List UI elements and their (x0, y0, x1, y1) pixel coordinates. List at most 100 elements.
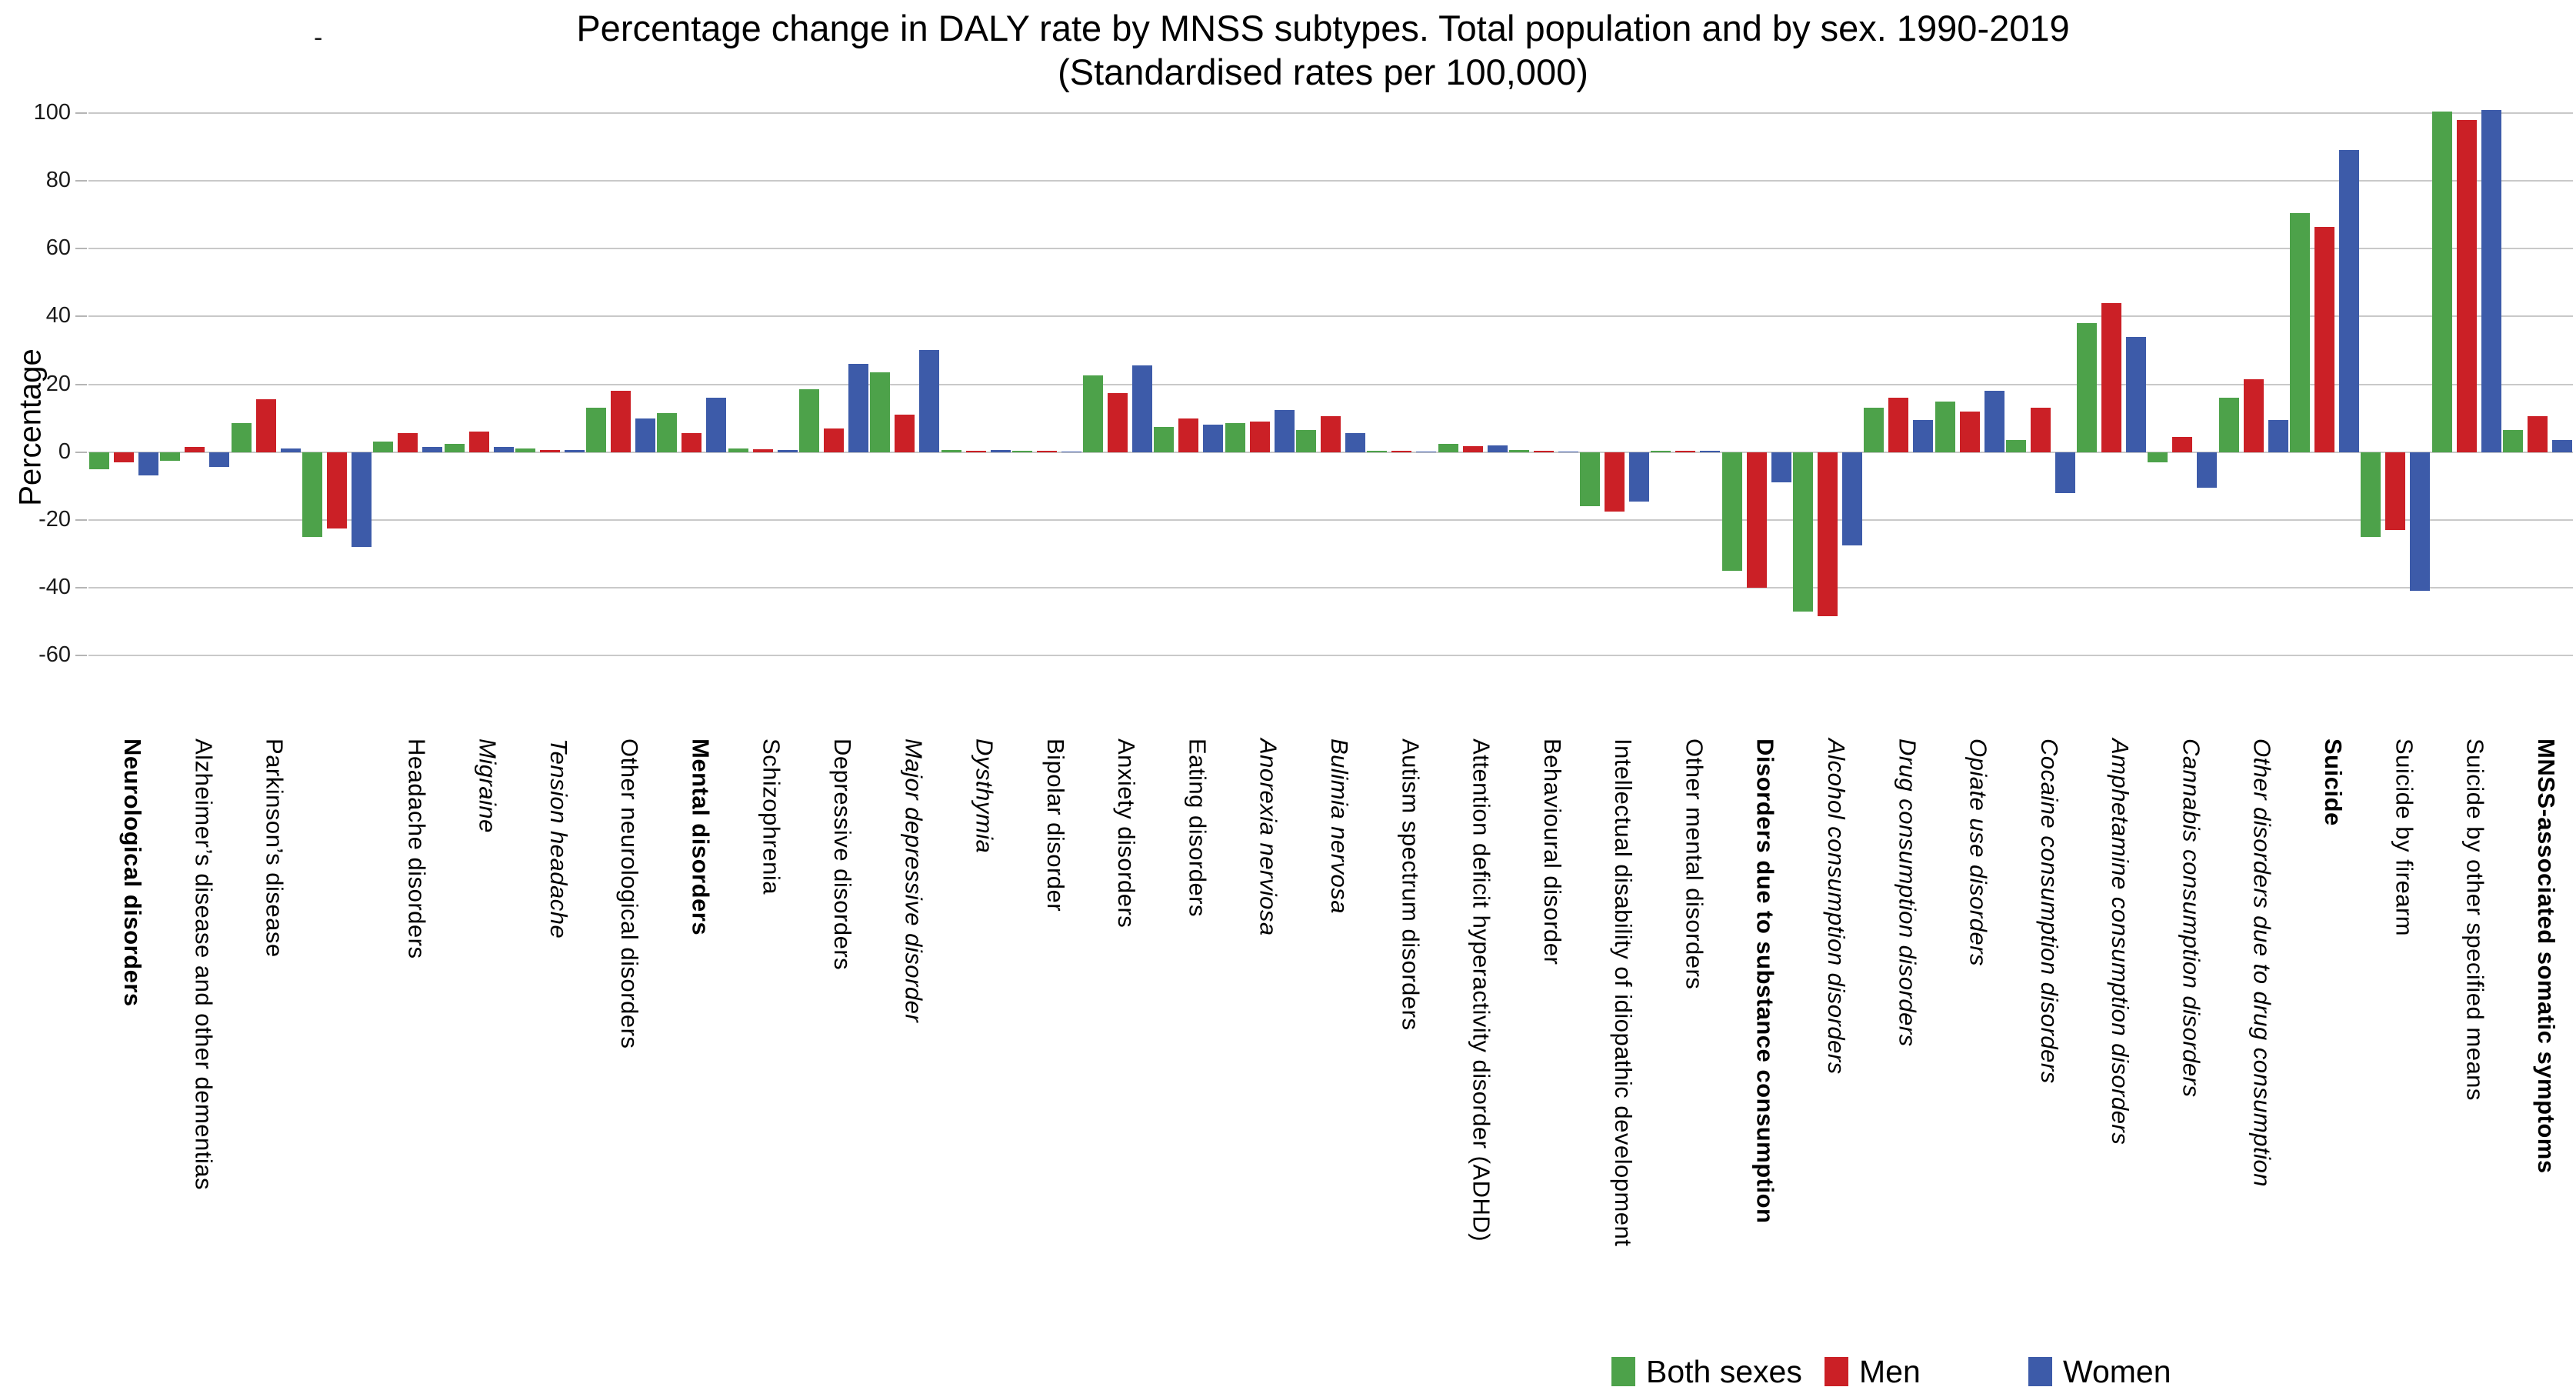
bar-women-attention-deficit-hyperactivity-disorder-adhd (1487, 445, 1508, 452)
y-tick-mark (75, 451, 87, 453)
bar-men-other-disorders-due-to-drug-consumption (2243, 378, 2264, 452)
gridline-y--60 (88, 655, 2573, 656)
bar-men-bulimia-nervosa (1321, 416, 1341, 452)
x-axis-label-intellectual-disability-of-idiopathic-development: Intellectual disability of idiopathic de… (1610, 739, 1638, 1247)
bar-men-cannabis-consumption-disorders (2172, 436, 2193, 452)
legend-swatch-both-sexes (1611, 1357, 1635, 1386)
legend: Both sexes Men Women (0, 1352, 2576, 1391)
gridline-y-40 (88, 315, 2573, 318)
legend-item-men: Men (1825, 1352, 1921, 1391)
legend-item-both-sexes: Both sexes (1611, 1352, 1802, 1391)
bar-women-bulimia-nervosa (1345, 433, 1365, 452)
y-tick-label-60: 60 (45, 235, 71, 261)
x-axis-label-disorders-due-to-substance-consumption: Disorders due to substance consumption (1751, 739, 1779, 1224)
bar-women-schizophrenia (777, 449, 798, 452)
bar-women-dysthymia (990, 449, 1011, 452)
bar-women-major-depressive-disorder (919, 350, 940, 452)
gridline-y--20 (88, 518, 2573, 521)
x-axis-label-major-depressive-disorder: Major depressive disorder (900, 739, 928, 1023)
bar-men-cocaine-consumption-disorders (2030, 408, 2051, 452)
x-axis-label-other-disorders-due-to-drug-consumption: Other disorders due to drug consumption (2248, 739, 2276, 1187)
bar-men-behavioural-disorder (1533, 450, 1554, 452)
legend-label-women: Women (2063, 1353, 2171, 1389)
bar-both-sexes-tension-headache (515, 448, 535, 452)
gridline-y-80 (88, 180, 2573, 182)
x-axis-label-alzheimer-s-disease-and-other-dementias: Alzheimer’s disease and other dementias (190, 739, 218, 1191)
y-tick-mark (75, 518, 87, 521)
bar-both-sexes-blank (302, 452, 322, 537)
bar-men-parkinson-s-disease (255, 399, 276, 452)
bar-men-attention-deficit-hyperactivity-disorder-adhd (1462, 445, 1483, 452)
x-axis-label-alcohol-consumption-disorders: Alcohol consumption disorders (1823, 739, 1850, 1075)
bar-both-sexes-drug-consumption-disorders (1864, 408, 1885, 452)
gridline-y-60 (88, 248, 2573, 250)
bar-men-depressive-disorders (824, 428, 844, 452)
x-axis-label-mental-disorders: Mental disorders (687, 739, 715, 936)
bar-both-sexes-mental-disorders (657, 412, 678, 452)
bar-women-eating-disorders (1203, 425, 1224, 452)
gridline-y-0 (88, 451, 2573, 453)
bar-women-anxiety-disorders (1132, 365, 1153, 452)
bar-both-sexes-attention-deficit-hyperactivity-disorder-adhd (1438, 444, 1458, 452)
y-tick-label-40: 40 (45, 303, 71, 328)
bar-men-disorders-due-to-substance-consumption (1746, 452, 1767, 588)
x-axis-label-mnss-associated-somatic-symptoms: MNSS-associated somatic symptoms (2532, 739, 2560, 1174)
bar-men-tension-headache (539, 449, 560, 452)
bar-both-sexes-parkinson-s-disease (231, 423, 252, 452)
bar-both-sexes-opiate-use-disorders (1934, 401, 1955, 452)
bar-both-sexes-schizophrenia (728, 448, 748, 452)
bar-men-neurological-disorders (114, 452, 135, 462)
y-tick-label--20: -20 (38, 506, 71, 532)
bar-both-sexes-bipolar-disorder (1011, 450, 1032, 452)
bar-women-cocaine-consumption-disorders (2054, 452, 2075, 493)
bar-men-alzheimer-s-disease-and-other-dementias (185, 447, 205, 452)
bar-men-mnss-associated-somatic-symptoms (2527, 416, 2548, 452)
bar-women-alzheimer-s-disease-and-other-dementias (209, 452, 230, 468)
bar-women-amphetamine-consumption-disorders (2126, 336, 2147, 452)
y-tick-label-100: 100 (33, 100, 71, 125)
bar-both-sexes-other-disorders-due-to-drug-consumption (2218, 398, 2239, 452)
bar-men-blank (327, 452, 347, 528)
bar-both-sexes-anxiety-disorders (1083, 375, 1104, 452)
chart-title: Percentage change in DALY rate by MNSS s… (154, 6, 2492, 95)
bar-women-drug-consumption-disorders (1913, 419, 1934, 452)
bar-men-migraine (468, 432, 489, 452)
bar-women-opiate-use-disorders (1984, 391, 2004, 452)
gridline-y-20 (88, 383, 2573, 385)
bar-men-opiate-use-disorders (1959, 411, 1980, 452)
x-axis-label-behavioural-disorder: Behavioural disorder (1538, 739, 1566, 965)
bar-women-depressive-disorders (848, 364, 868, 452)
bar-women-anorexia-nerviosa (1274, 409, 1295, 452)
y-tick-label-20: 20 (45, 371, 71, 396)
y-tick-mark (75, 383, 87, 385)
bar-men-amphetamine-consumption-disorders (2101, 302, 2122, 452)
bar-women-suicide (2339, 150, 2359, 452)
x-axis-label-suicide-by-other-specified-means: Suicide by other specified means (2461, 739, 2489, 1101)
bar-men-anxiety-disorders (1108, 392, 1128, 452)
bar-both-sexes-eating-disorders (1154, 426, 1175, 452)
bar-women-blank (352, 452, 372, 547)
bar-men-eating-disorders (1178, 418, 1199, 452)
bar-men-schizophrenia (752, 449, 773, 452)
x-axis-label-migraine: Migraine (474, 739, 502, 833)
y-tick-label--60: -60 (38, 642, 71, 667)
y-tick-mark (75, 180, 87, 182)
y-tick-mark (75, 112, 87, 114)
x-axis-label-headache-disorders: Headache disorders (403, 739, 431, 959)
gridline-y-100 (88, 112, 2573, 114)
x-axis-label-eating-disorders: Eating disorders (1184, 739, 1211, 918)
x-axis-label-other-mental-disorders: Other mental disorders (1681, 739, 1708, 990)
bar-men-bipolar-disorder (1036, 451, 1057, 452)
bar-men-other-neurological-disorders (611, 391, 632, 452)
chart-title-line2: (Standardised rates per 100,000) (1058, 52, 1588, 93)
bar-both-sexes-neurological-disorders (89, 452, 110, 469)
bar-both-sexes-other-mental-disorders (1651, 450, 1671, 452)
x-axis-label-bulimia-nervosa: Bulimia nervosa (1326, 739, 1353, 915)
x-axis-label-schizophrenia: Schizophrenia (758, 739, 785, 895)
bar-both-sexes-major-depressive-disorder (870, 372, 891, 452)
x-axis-label-anxiety-disorders: Anxiety disorders (1113, 739, 1141, 929)
bar-women-tension-headache (564, 449, 585, 452)
bar-both-sexes-alzheimer-s-disease-and-other-dementias (160, 452, 181, 461)
bar-both-sexes-bulimia-nervosa (1296, 429, 1316, 452)
x-axis-label-tension-headache: Tension headache (545, 739, 572, 939)
